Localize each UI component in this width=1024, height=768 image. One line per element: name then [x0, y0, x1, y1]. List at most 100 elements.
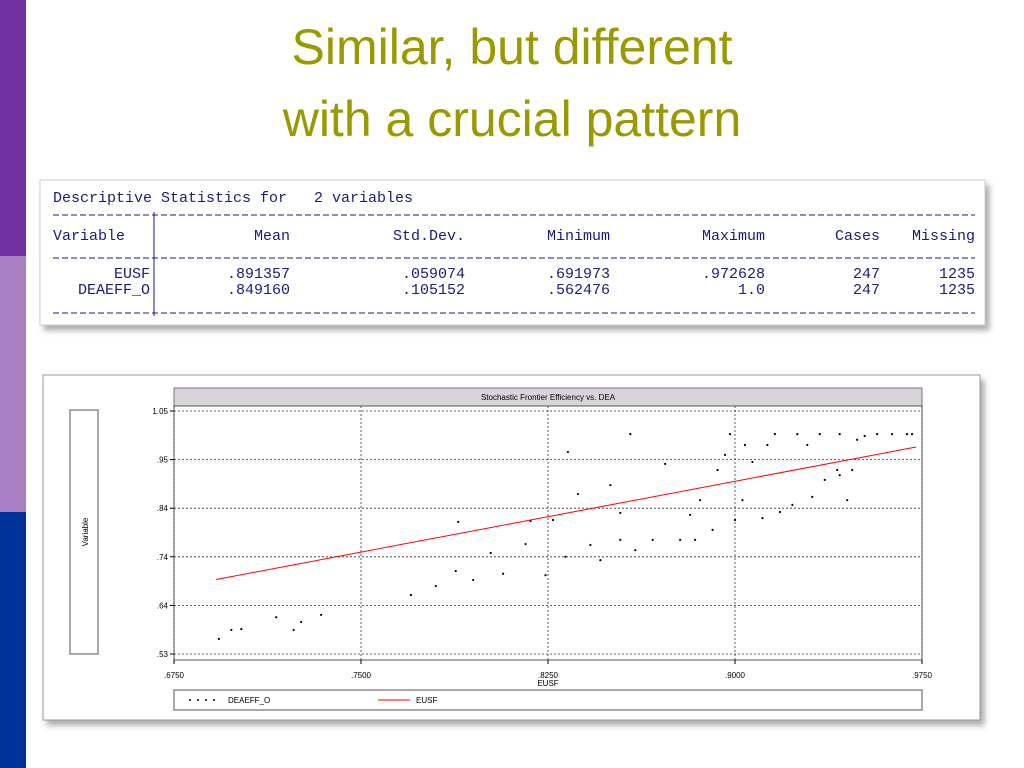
column-header: Maximum: [702, 228, 765, 245]
y-tick-label: .74: [157, 553, 169, 562]
point: [634, 549, 637, 552]
point: [716, 468, 719, 472]
point: [778, 510, 781, 514]
point: [551, 518, 555, 522]
point: [836, 468, 839, 472]
table-cell: DEAEFF_O: [78, 282, 150, 299]
stats-table: Descriptive Statistics for 2 variables V…: [39, 179, 986, 326]
point: [217, 637, 220, 641]
point: [723, 453, 727, 456]
point: [694, 538, 697, 541]
point: [838, 433, 841, 436]
table-cell: 247: [853, 266, 880, 283]
point: [502, 572, 505, 575]
point: [806, 443, 809, 447]
point: [796, 433, 799, 436]
point: [733, 518, 737, 522]
column-header: Std.Dev.: [393, 228, 465, 245]
table-cell: .891357: [227, 266, 290, 283]
point: [619, 538, 622, 541]
side-bar: [0, 0, 26, 256]
y-tick-label: .84: [157, 504, 169, 513]
point: [751, 460, 754, 464]
legend-swatch: [189, 699, 191, 701]
point: [761, 517, 764, 520]
table-title: Descriptive Statistics for 2 variables: [53, 190, 413, 207]
table-cell: .105152: [402, 282, 465, 299]
chart-title: Stochastic Frontier Efficiency vs. DEA: [481, 393, 616, 402]
point: [698, 499, 702, 502]
side-bar: [0, 512, 26, 768]
fit-line: [216, 446, 917, 580]
point: [766, 443, 769, 447]
point: [905, 433, 909, 436]
column-header: Mean: [254, 228, 290, 245]
point: [856, 438, 859, 441]
legend-swatch: [197, 699, 199, 701]
point: [629, 433, 632, 436]
legend-label: DEAEFF_O: [228, 696, 270, 705]
table-cell: 1235: [939, 282, 975, 299]
point: [230, 628, 233, 632]
slide-title: Similar, but different: [292, 19, 733, 75]
point: [320, 613, 323, 616]
point: [811, 495, 814, 498]
point: [791, 503, 794, 506]
slide-title: with a crucial pattern: [282, 91, 742, 147]
table-frame: [39, 179, 986, 326]
y-axis-label: Variable: [81, 517, 90, 546]
plot-area: [173, 405, 923, 661]
point: [741, 499, 744, 502]
point: [434, 584, 437, 588]
point: [773, 433, 776, 436]
point: [609, 483, 612, 487]
point: [544, 574, 547, 577]
point: [890, 433, 894, 436]
point: [838, 474, 841, 477]
chart: Stochastic Frontier Efficiency vs. DEA V…: [42, 374, 981, 721]
point: [454, 569, 457, 573]
point: [876, 433, 879, 436]
point: [292, 628, 295, 632]
table-cell: .059074: [402, 266, 465, 283]
point: [823, 478, 826, 481]
x-tick-label: .8250: [538, 671, 559, 680]
table-cell: 1235: [939, 266, 975, 283]
table-cell: 247: [853, 282, 880, 299]
x-tick-label: .6750: [164, 671, 185, 680]
point: [472, 578, 475, 582]
legend-swatch: [213, 699, 215, 701]
side-bar: [0, 256, 26, 512]
table-cell: .691973: [547, 266, 610, 283]
point: [743, 443, 747, 447]
point: [599, 559, 602, 562]
point: [664, 462, 667, 465]
point: [566, 450, 570, 454]
point: [589, 543, 592, 547]
point: [863, 434, 866, 438]
column-header: Minimum: [547, 228, 610, 245]
point: [679, 538, 682, 541]
y-tick-label: .53: [157, 650, 169, 659]
point: [689, 513, 692, 516]
point: [576, 492, 580, 496]
point: [564, 555, 567, 558]
legend: [173, 689, 923, 711]
point: [524, 542, 527, 546]
x-tick-label: .9000: [725, 671, 746, 680]
x-axis-label: EUSF: [537, 679, 558, 688]
column-header: Variable: [53, 228, 125, 245]
table-cell: .562476: [547, 282, 610, 299]
point: [300, 620, 303, 624]
point: [409, 593, 412, 597]
y-tick-label: .95: [157, 456, 169, 465]
table-cell: .849160: [227, 282, 290, 299]
point: [910, 433, 914, 436]
point: [275, 616, 278, 619]
point: [818, 433, 821, 436]
point: [457, 520, 460, 523]
point: [489, 551, 492, 555]
column-header: Cases: [835, 228, 880, 245]
x-tick-label: .9750: [912, 671, 933, 680]
